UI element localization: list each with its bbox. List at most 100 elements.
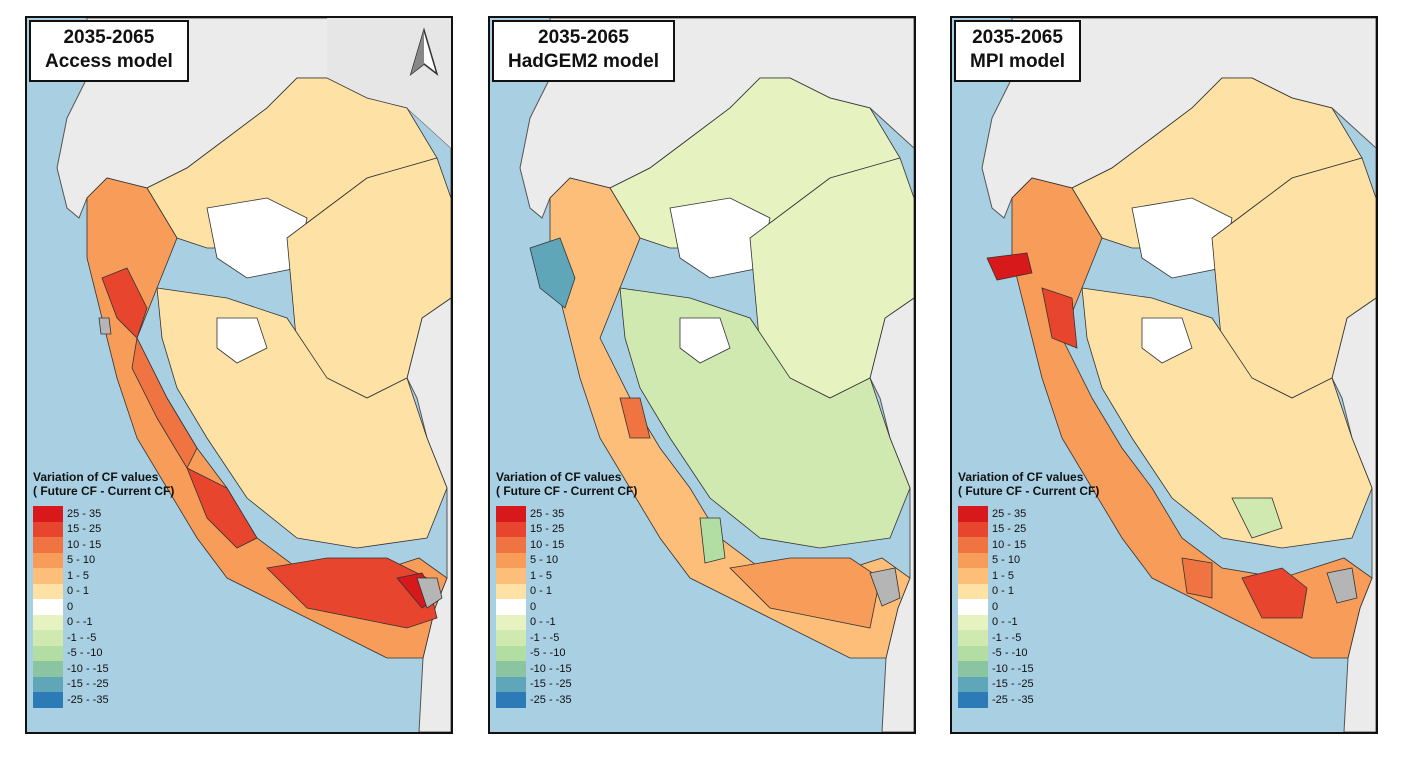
panel-model: MPI model — [970, 51, 1066, 72]
legend-swatch — [33, 521, 63, 537]
legend-swatch — [33, 583, 63, 599]
legend-swatch — [33, 614, 63, 630]
legend-label: 0 — [530, 600, 537, 613]
legend-swatch — [958, 692, 988, 708]
legend-swatch — [496, 614, 526, 630]
legend-swatch — [33, 645, 63, 661]
legend-swatch — [958, 630, 988, 646]
legend-item: -15 - -25 — [958, 676, 1138, 692]
map-panel-mpi: 2035-2065 MPI model Variation of CF valu… — [950, 16, 1378, 734]
legend-label: 25 - 35 — [530, 507, 565, 520]
legend-label: -25 - -35 — [992, 693, 1034, 706]
legend-item: -10 - -15 — [958, 661, 1138, 677]
legend-item: -25 - -35 — [33, 692, 213, 708]
peru-regions — [986, 77, 1376, 659]
legend-swatch — [33, 537, 63, 553]
legend-swatch — [496, 676, 526, 692]
legend-label: 0 - 1 — [67, 585, 90, 598]
legend-item: 0 — [496, 599, 676, 615]
legend-item: -25 - -35 — [958, 692, 1138, 708]
legend-item: 0 - 1 — [496, 583, 676, 599]
map-panel-hadgem2: 2035-2065 HadGEM2 model Variation of CF … — [488, 16, 916, 734]
legend-item: 0 - -1 — [33, 614, 213, 630]
legend-label: -25 - -35 — [67, 693, 109, 706]
legend-item: 5 - 10 — [958, 552, 1138, 568]
legend-label: 5 - 10 — [67, 554, 96, 567]
legend-item: 5 - 10 — [33, 552, 213, 568]
legend-label: 0 - -1 — [992, 616, 1018, 629]
legend-swatch — [33, 630, 63, 646]
legend-item: -1 - -5 — [496, 630, 676, 646]
legend-item: 15 - 25 — [958, 521, 1138, 537]
legend-title: Variation of CF values ( Future CF - Cur… — [33, 470, 175, 498]
legend-item: 1 - 5 — [33, 568, 213, 584]
panel-model: Access model — [45, 51, 173, 72]
legend-label: 10 - 15 — [992, 538, 1027, 551]
legend-label: -5 - -10 — [67, 647, 103, 660]
panel-title: 2035-2065 MPI model — [954, 20, 1082, 82]
map-panel-access: 2035-2065 Access model Variation of CF v… — [25, 16, 453, 734]
legend-item: 25 - 35 — [958, 506, 1138, 522]
legend-swatch — [496, 506, 526, 522]
legend-swatch — [496, 661, 526, 677]
legend-item: 0 — [33, 599, 213, 615]
legend-item: -1 - -5 — [33, 630, 213, 646]
panel-period: 2035-2065 — [63, 27, 155, 48]
legend-rows: 25 - 35 15 - 25 10 - 15 5 - 10 1 - 5 0 - 1 0 0 … — [496, 506, 676, 708]
legend-title: Variation of CF values ( Future CF - Cur… — [496, 470, 638, 498]
north-arrow-icon — [409, 27, 439, 77]
peru-regions — [86, 77, 451, 659]
legend-item: 0 - -1 — [496, 614, 676, 630]
legend-label: -10 - -15 — [992, 662, 1034, 675]
peru-regions — [529, 77, 914, 659]
panel-title: 2035-2065 Access model — [29, 20, 189, 82]
legend-swatch — [958, 552, 988, 568]
legend: Variation of CF values ( Future CF - Cur… — [958, 470, 1138, 708]
legend-item: 10 - 15 — [496, 537, 676, 553]
legend-swatch — [958, 583, 988, 599]
legend-label: 10 - 15 — [530, 538, 565, 551]
legend-label: 15 - 25 — [992, 523, 1027, 536]
legend-swatch — [496, 645, 526, 661]
legend-item: 15 - 25 — [33, 521, 213, 537]
legend-swatch — [33, 692, 63, 708]
legend-item: 25 - 35 — [496, 506, 676, 522]
legend-label: 25 - 35 — [67, 507, 102, 520]
legend-label: -25 - -35 — [530, 693, 572, 706]
legend-label: -15 - -25 — [530, 678, 572, 691]
panel-period: 2035-2065 — [538, 27, 629, 48]
legend-label: 0 - -1 — [530, 616, 556, 629]
legend-item: -10 - -15 — [33, 661, 213, 677]
legend-swatch — [33, 676, 63, 692]
legend: Variation of CF values ( Future CF - Cur… — [496, 470, 676, 708]
panel-period: 2035-2065 — [972, 27, 1063, 48]
legend-swatch — [958, 614, 988, 630]
legend-label: 5 - 10 — [530, 554, 559, 567]
legend-swatch — [33, 599, 63, 615]
legend-item: 1 - 5 — [958, 568, 1138, 584]
legend-swatch — [33, 661, 63, 677]
legend-item: 5 - 10 — [496, 552, 676, 568]
peru-map-hadgem2 — [490, 18, 914, 732]
legend-item: -10 - -15 — [496, 661, 676, 677]
legend-label: 0 - 1 — [992, 585, 1015, 598]
legend-label: -1 - -5 — [67, 631, 97, 644]
panel-title: 2035-2065 HadGEM2 model — [492, 20, 675, 82]
legend-label: -10 - -15 — [67, 662, 109, 675]
legend-item: -1 - -5 — [958, 630, 1138, 646]
legend-item: 0 - 1 — [33, 583, 213, 599]
legend-swatch — [958, 661, 988, 677]
legend-label: -1 - -5 — [992, 631, 1022, 644]
legend-swatch — [496, 552, 526, 568]
legend-swatch — [33, 552, 63, 568]
legend-rows: 25 - 35 15 - 25 10 - 15 5 - 10 1 - 5 0 - 1 0 0 … — [33, 506, 213, 708]
legend-item: -5 - -10 — [496, 645, 676, 661]
legend-swatch — [496, 521, 526, 537]
legend-label: 0 - 1 — [530, 585, 553, 598]
legend-swatch — [958, 676, 988, 692]
legend-swatch — [958, 568, 988, 584]
legend-swatch — [496, 568, 526, 584]
legend-item: 0 - 1 — [958, 583, 1138, 599]
legend-label: -15 - -25 — [67, 678, 109, 691]
panel-model: HadGEM2 model — [508, 51, 659, 72]
